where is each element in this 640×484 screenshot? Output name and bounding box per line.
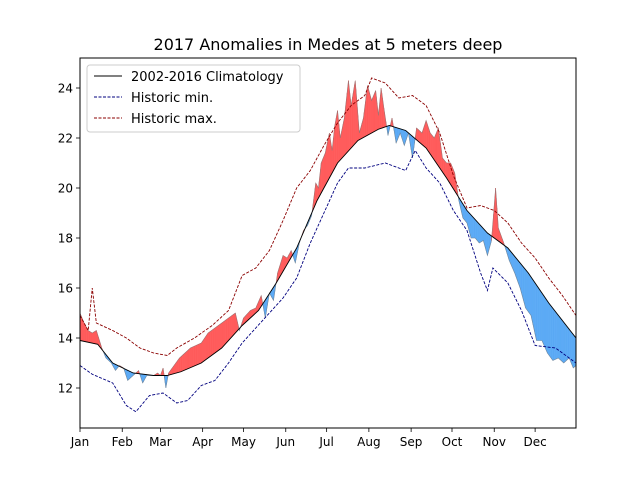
y-tick-label: 24 (58, 82, 73, 96)
x-tick-label: Aug (357, 435, 380, 449)
legend-climatology-label: 2002-2016 Climatology (131, 70, 284, 85)
x-tick-label: May (231, 435, 256, 449)
x-tick-label: Jan (70, 435, 90, 449)
legend: 2002-2016 Climatology Historic min. Hist… (87, 65, 300, 132)
x-tick-label: Sep (400, 435, 423, 449)
y-axis: 12 14 16 18 20 22 24 (58, 82, 80, 396)
y-tick-label: 14 (58, 332, 73, 346)
x-tick-label: Apr (192, 435, 213, 449)
y-tick-label: 20 (58, 182, 73, 196)
y-tick-label: 22 (58, 132, 73, 146)
y-tick-label: 16 (58, 282, 73, 296)
x-tick-label: Mar (149, 435, 172, 449)
legend-max-label: Historic max. (131, 112, 217, 127)
historic-min-line (80, 151, 576, 412)
x-tick-label: Oct (442, 435, 463, 449)
x-axis: Jan Feb Mar Apr May Jun Jul Aug Sep Oct Nov Dec (70, 428, 547, 449)
y-tick-label: 12 (58, 382, 73, 396)
chart-title: 2017 Anomalies in Medes at 5 meters deep (154, 35, 503, 54)
x-tick-label: Dec (524, 435, 547, 449)
x-tick-label: Nov (483, 435, 506, 449)
x-tick-label: Jul (318, 435, 333, 449)
y-tick-label: 18 (58, 232, 73, 246)
legend-min-label: Historic min. (131, 91, 213, 106)
x-tick-label: Jun (275, 435, 295, 449)
x-tick-label: Feb (112, 435, 133, 449)
